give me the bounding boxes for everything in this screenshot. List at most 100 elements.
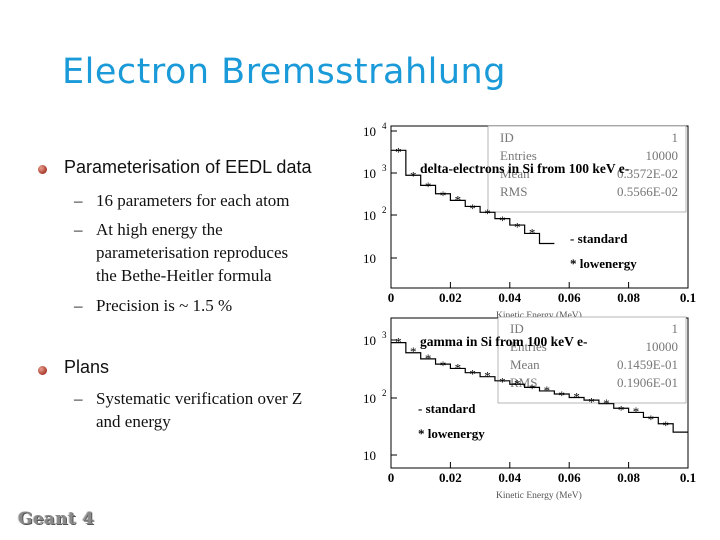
marker-lowenergy: * [469,367,476,382]
y-tick-label: 10 [363,448,376,463]
marker-lowenergy: * [588,395,595,410]
subitem-line: Precision is ~ 1.5 % [96,296,233,315]
x-tick-label: 0.04 [498,470,521,485]
marker-lowenergy: * [440,188,447,203]
y-tick-label: 10 [363,251,376,266]
marker-lowenergy: * [544,383,551,398]
stat-value: 0.1459E-01 [617,357,678,372]
x-tick-label: 0.1 [680,470,696,485]
marker-lowenergy: * [440,358,447,373]
dash-marker: – [74,191,83,210]
legend-standard: - standard [570,231,628,246]
marker-lowenergy: * [648,412,655,427]
bullet-plans: Plans [64,357,110,377]
marker-lowenergy: * [425,351,432,366]
subitem-line: the Bethe-Heitler formula [96,266,272,285]
stat-label: Entries [500,148,537,163]
subitem-line: At high energy the [96,220,223,239]
x-axis-label: Kinetic Energy (MeV) [496,310,582,321]
dash-marker: – [74,389,83,408]
stat-value: 0.5566E-02 [617,184,678,199]
marker-lowenergy: * [514,220,521,235]
histogram-line-standard [391,149,555,245]
x-tick-label: 0.02 [439,290,462,305]
plot-title: delta-electrons in Si from 100 keV e- [420,161,629,176]
marker-lowenergy: * [410,344,417,359]
marker-lowenergy: * [633,404,640,419]
y-tick-label: 10 [363,166,376,181]
marker-lowenergy: * [603,396,610,411]
bullet-icon [38,366,47,375]
geant4-logo: Geant 4 [18,509,95,529]
slide-title: Electron Bremsstrahlung [62,52,506,92]
x-tick-label: 0.1 [680,290,696,305]
subitem-line: Systematic verification over Z [96,389,303,408]
y-tick-exponent: 3 [382,163,387,173]
legend-lowenergy: * lowenergy [570,256,637,271]
stat-label: Entries [510,339,547,354]
marker-lowenergy: * [514,377,521,392]
stat-value: 0.1906E-01 [617,375,678,390]
stat-value: 1 [672,130,679,145]
y-tick-label: 10 [363,391,376,406]
stats-box [497,316,687,404]
marker-lowenergy: * [559,388,566,403]
marker-lowenergy: * [499,213,506,228]
plot-title: gamma in Si from 100 keV e- [420,334,588,349]
marker-lowenergy: * [529,226,536,241]
stat-value: 0.3572E-02 [617,166,678,181]
bullet-parameterisation: Parameterisation of EEDL data [64,157,312,177]
stat-label: ID [500,130,514,145]
subitem-16-parameters: – 16 parameters for each atom [74,189,290,212]
marker-lowenergy: * [529,381,536,396]
stat-label: Mean [500,166,530,181]
x-axis-label: Kinetic Energy (MeV) [496,490,582,501]
x-tick-label: 0.06 [558,470,581,485]
marker-lowenergy: * [469,201,476,216]
subitem-precision: – Precision is ~ 1.5 % [74,294,233,317]
marker-lowenergy: * [484,369,491,384]
y-tick-label: 10 [363,208,376,223]
x-tick-label: 0.08 [617,470,640,485]
subitem-systematic-verification: – Systematic verification over Z and ene… [74,387,303,433]
marker-lowenergy: * [395,334,402,349]
marker-lowenergy: * [395,144,402,159]
marker-lowenergy: * [455,361,462,376]
histogram-plots: ID 1 Entries 10000 Mean 0.3572E-02 RMS 0.5566E-… [363,121,696,501]
stat-label: Mean [510,357,540,372]
legend-lowenergy: * lowenergy [418,426,485,441]
marker-lowenergy: * [425,179,432,194]
x-tick-label: 0.02 [439,470,462,485]
subitem-line: 16 parameters for each atom [96,191,290,210]
stat-label: ID [510,321,524,336]
x-tick-label: 0.08 [617,290,640,305]
histogram-line-standard [391,342,688,433]
dash-marker: – [74,220,83,239]
x-tick-label: 0 [388,470,395,485]
y-tick-exponent: 2 [382,388,387,398]
x-tick-label: 0.06 [558,290,581,305]
stat-label: RMS [510,375,537,390]
stats-box [487,125,687,213]
subitem-high-energy: – At high energy the parameterisation re… [74,218,289,287]
subitem-line: parameterisation reproduces [96,243,289,262]
marker-lowenergy: * [662,418,669,433]
marker-lowenergy: * [455,193,462,208]
x-tick-label: 0 [388,290,395,305]
marker-lowenergy: * [573,389,580,404]
y-tick-exponent: 4 [382,121,387,131]
marker-lowenergy: * [484,206,491,221]
subitem-line: and energy [96,412,171,431]
stat-value: 10000 [646,148,679,163]
y-tick-label: 10 [363,124,376,139]
stat-value: 10000 [646,339,679,354]
legend-standard: - standard [418,401,476,416]
x-tick-label: 0.04 [498,290,521,305]
dash-marker: – [74,296,83,315]
marker-lowenergy: * [618,402,625,417]
marker-lowenergy: * [410,169,417,184]
stat-value: 1 [672,321,679,336]
y-tick-label: 10 [363,333,376,348]
y-tick-exponent: 2 [382,205,387,215]
bullet-icon [38,165,47,174]
